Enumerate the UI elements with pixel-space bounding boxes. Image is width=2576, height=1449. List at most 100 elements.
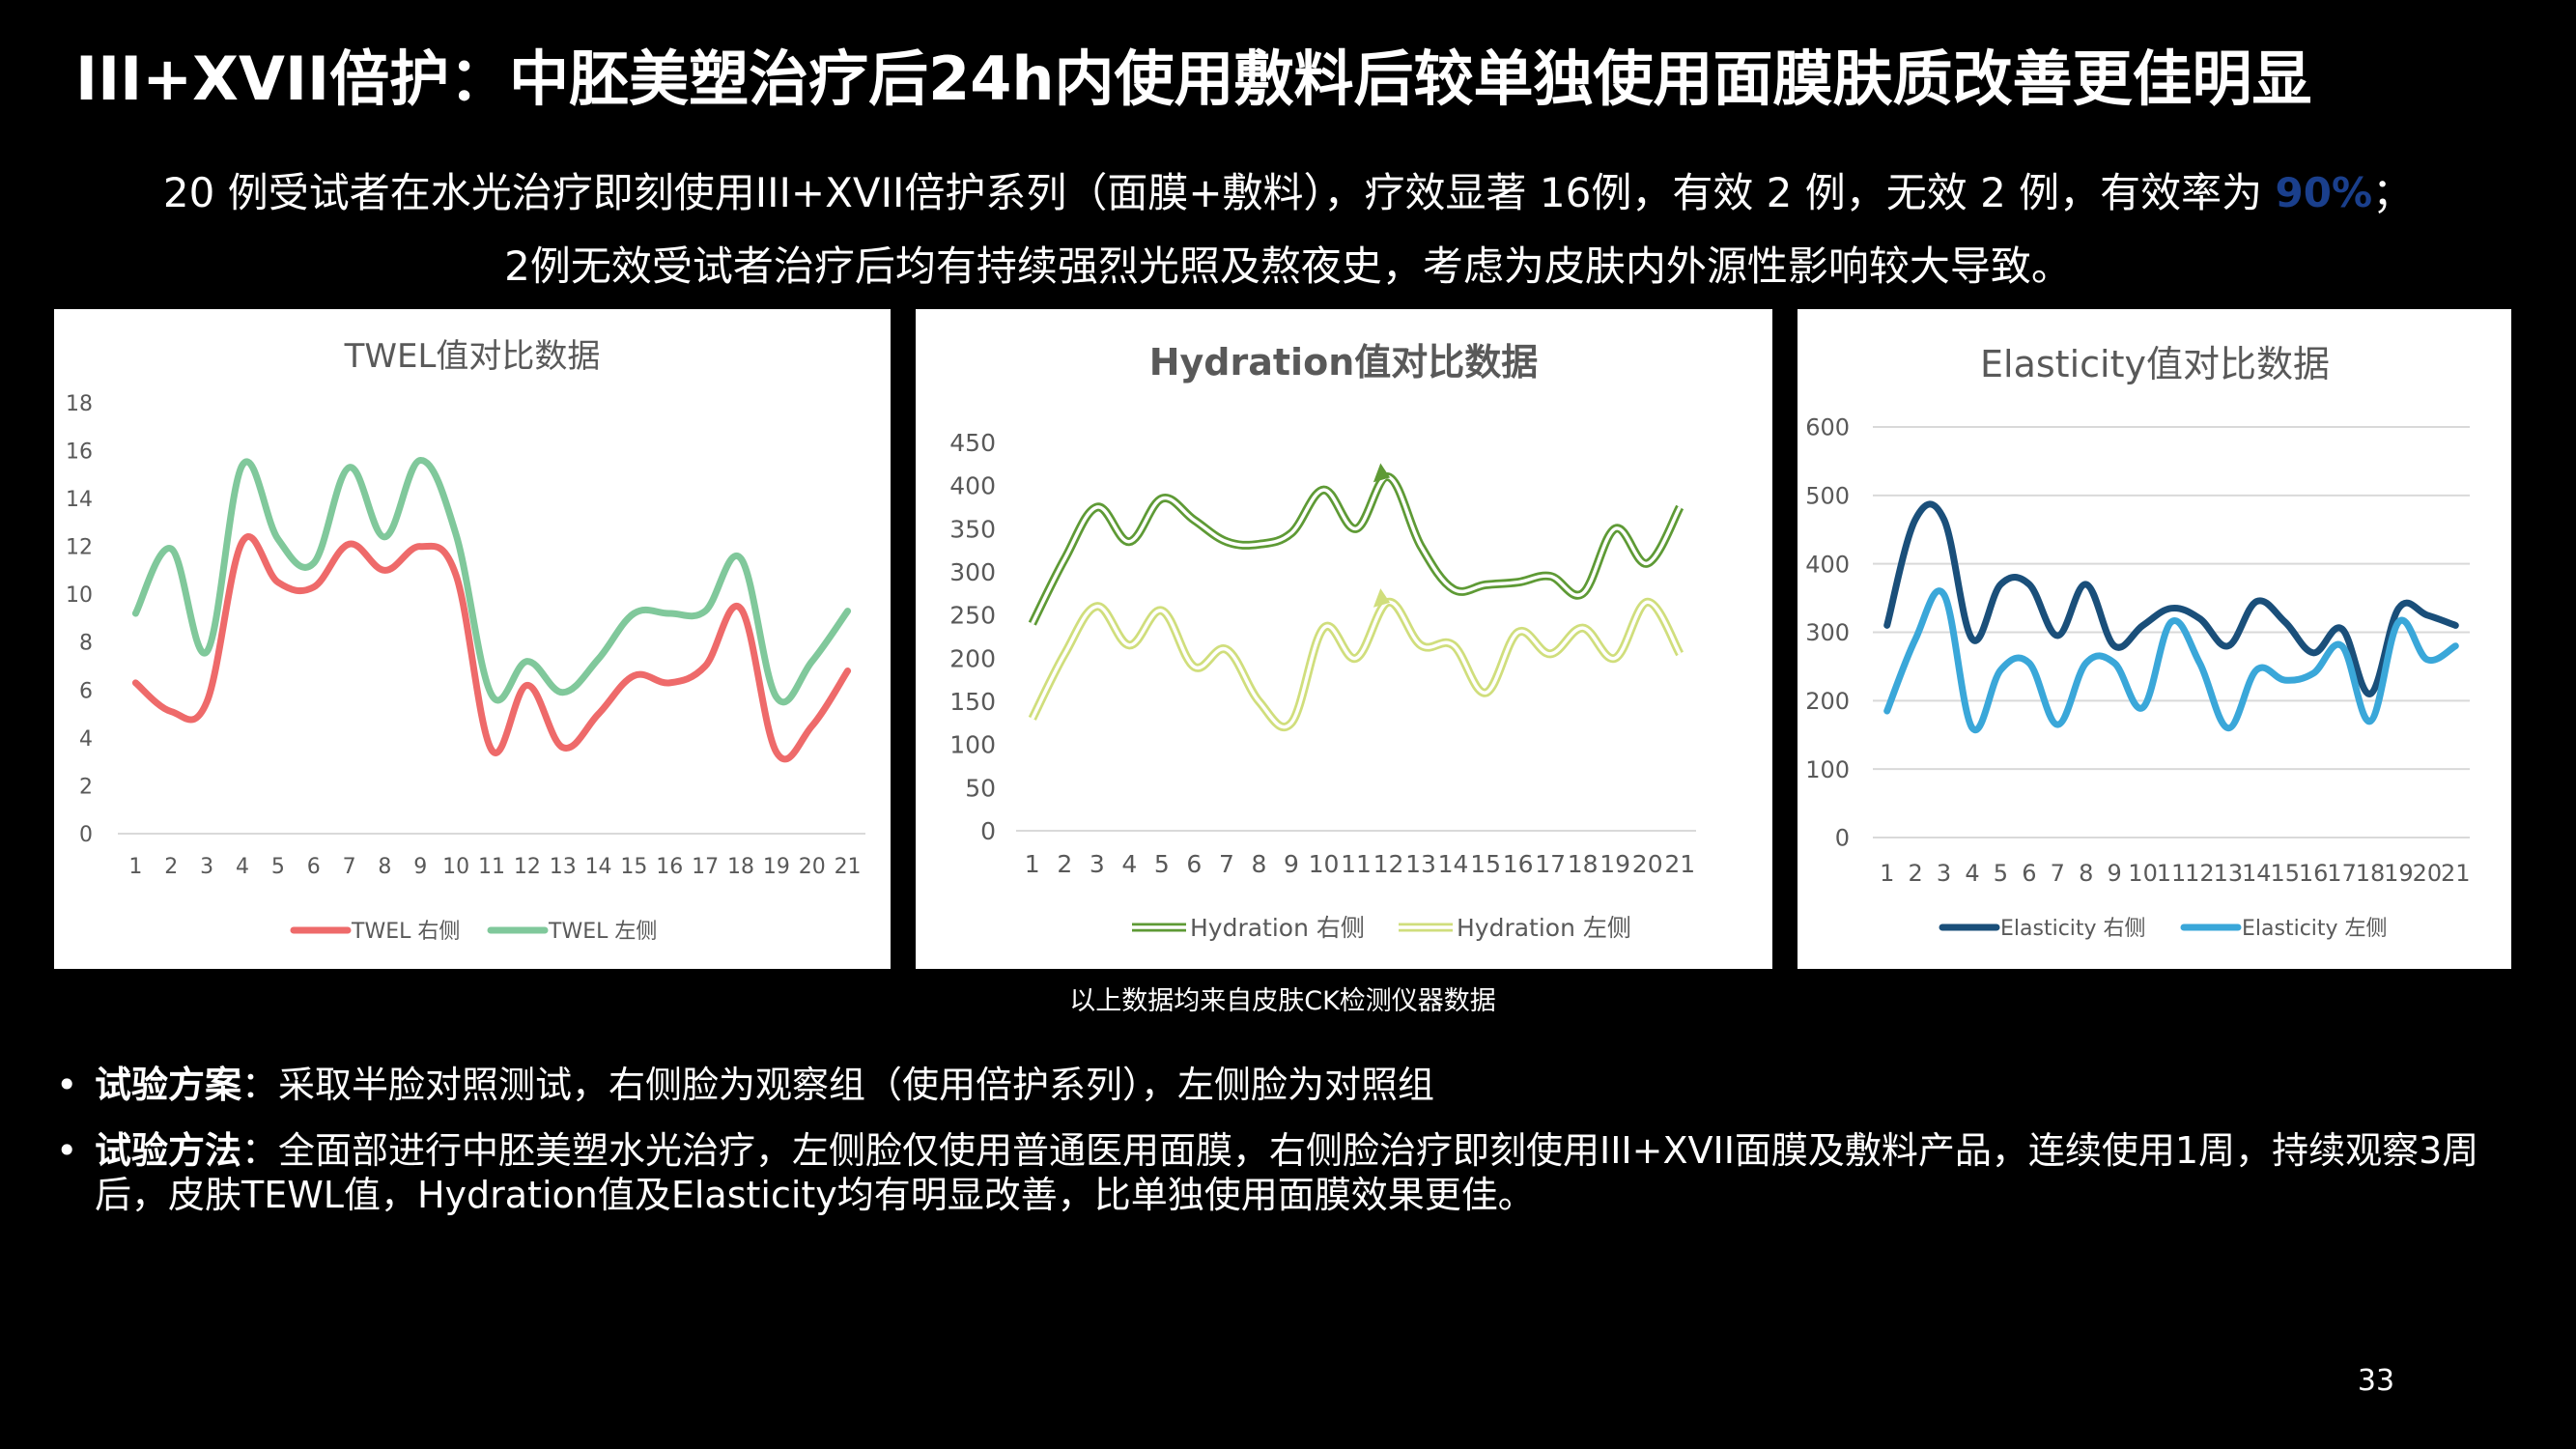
series-line-inner [1031, 474, 1682, 625]
y-tick-label: 100 [949, 731, 996, 759]
y-tick-label: 8 [79, 632, 93, 656]
series-line [1883, 500, 2459, 697]
x-tick-label: 3 [1937, 860, 1951, 887]
x-tick-label: 19 [1599, 850, 1630, 878]
x-tick-label: 2 [1909, 860, 1923, 887]
x-tick-label: 9 [2108, 860, 2122, 887]
x-tick-label: 14 [2242, 860, 2272, 887]
series-line [1883, 587, 2459, 734]
x-tick-label: 9 [1284, 850, 1299, 878]
x-tick-label: 21 [1664, 850, 1695, 878]
x-tick-label: 20 [2413, 860, 2443, 887]
chart-title: Hydration值对比数据 [1149, 341, 1539, 384]
twel-chart-panel: TWEL值对比数据 0 2 4 6 8 10 12 14 16 18 1 2 3 4 5 6 7 8 9 10 11 12 1… [54, 309, 891, 969]
y-tick-label: 50 [965, 774, 996, 802]
series-line [131, 457, 852, 706]
legend-label: Hydration 右侧 [1190, 914, 1365, 942]
x-tick-label: 16 [1503, 850, 1534, 878]
bullet-label: 试验方案 [95, 1064, 242, 1106]
y-tick-label: 2 [79, 775, 93, 799]
intro-text: 20 例受试者在水光治疗即刻使用III+XVII倍护系列（面膜+敷料），疗效显著… [162, 169, 2276, 216]
x-tick-label: 16 [2299, 860, 2329, 887]
x-tick-label: 17 [2327, 860, 2357, 887]
x-tick-label: 7 [2051, 860, 2065, 887]
x-tick-label: 7 [343, 855, 356, 879]
x-tick-label: 14 [1438, 850, 1469, 878]
x-tick-label: 19 [763, 855, 790, 879]
series-line-outer [1028, 472, 1684, 626]
x-tick-label: 12 [2185, 860, 2215, 887]
y-tick-label: 150 [949, 688, 996, 716]
x-tick-label: 4 [1965, 860, 1979, 887]
x-tick-label: 13 [550, 855, 577, 879]
x-tick-label: 19 [2384, 860, 2414, 887]
x-tick-label: 2 [1057, 850, 1072, 878]
legend-label: Hydration 左侧 [1457, 914, 1631, 942]
x-tick-label: 7 [1219, 850, 1234, 878]
y-tick-label: 300 [949, 558, 996, 586]
x-tick-label: 6 [1186, 850, 1202, 878]
y-tick-label: 0 [79, 823, 93, 847]
x-tick-label: 1 [1880, 860, 1894, 887]
bullet-dot: • [56, 1064, 78, 1106]
x-tick-label: 6 [2022, 860, 2036, 887]
intro-text-end: ； [2372, 169, 2414, 216]
bullet-test-method: • 试验方法：全面部进行中胚美塑水光治疗，左侧脸仅使用普通医用面膜，右侧脸治疗即刻… [56, 1128, 2529, 1217]
x-tick-label: 3 [1090, 850, 1105, 878]
series-line [131, 533, 852, 763]
x-tick-label: 1 [1025, 850, 1040, 878]
x-tick-label: 11 [2157, 860, 2187, 887]
y-tick-label: 10 [66, 583, 93, 608]
y-tick-label: 14 [66, 488, 93, 512]
x-tick-label: 5 [1994, 860, 2008, 887]
series-line-inner [1031, 600, 1682, 729]
x-tick-label: 20 [799, 855, 826, 879]
legend-label: Elasticity 左侧 [2242, 917, 2388, 941]
y-tick-label: 6 [79, 679, 93, 703]
slide-title: III+XVII倍护：中胚美塑治疗后24h内使用敷料后较单独使用面膜肤质改善更佳… [75, 43, 2312, 114]
y-tick-label: 400 [1805, 551, 1850, 578]
x-tick-label: 17 [1535, 850, 1566, 878]
x-tick-label: 8 [2079, 860, 2093, 887]
x-tick-label: 8 [378, 855, 391, 879]
series-line-outer [1028, 597, 1684, 731]
y-tick-label: 18 [66, 392, 93, 416]
y-tick-label: 100 [1805, 756, 1850, 783]
y-tick-label: 350 [949, 515, 996, 543]
hydration-chart-panel: Hydration值对比数据 0 50 100 150 200 250 300 350 400 45… [916, 309, 1772, 969]
x-tick-label: 10 [2128, 860, 2158, 887]
y-tick-label: 200 [949, 644, 996, 672]
x-tick-label: 2 [164, 855, 178, 879]
chart-title: TWEL值对比数据 [344, 337, 601, 376]
x-tick-label: 10 [1309, 850, 1340, 878]
x-tick-label: 12 [514, 855, 541, 879]
x-tick-label: 17 [692, 855, 719, 879]
x-tick-label: 5 [1154, 850, 1170, 878]
chart-title: Elasticity值对比数据 [1980, 343, 2330, 385]
y-tick-label: 450 [949, 429, 996, 457]
x-tick-label: 11 [478, 855, 505, 879]
data-source-caption: 以上数据均来自皮肤CK检测仪器数据 [1069, 986, 1496, 1016]
x-tick-label: 20 [1632, 850, 1663, 878]
effective-rate-highlight: 90% [2275, 169, 2373, 216]
x-tick-label: 13 [1405, 850, 1436, 878]
x-tick-label: 18 [1568, 850, 1599, 878]
y-tick-label: 300 [1805, 619, 1850, 646]
legend-label: TWEL 左侧 [548, 920, 657, 944]
x-tick-label: 9 [413, 855, 427, 879]
bullet-test-plan: • 试验方案：采取半脸对照测试，右侧脸为观察组（使用倍护系列），左侧脸为对照组 [56, 1063, 2529, 1107]
x-tick-label: 4 [1121, 850, 1137, 878]
bullet-text: ：采取半脸对照测试，右侧脸为观察组（使用倍护系列），左侧脸为对照组 [241, 1064, 1435, 1106]
y-tick-label: 0 [1835, 825, 1850, 852]
arrow-marker-icon [1373, 588, 1391, 608]
x-tick-label: 6 [307, 855, 321, 879]
legend-label: Elasticity 右侧 [2000, 917, 2146, 941]
x-tick-label: 5 [271, 855, 285, 879]
bullet-text: ：全面部进行中胚美塑水光治疗，左侧脸仅使用普通医用面膜，右侧脸治疗即刻使用III… [95, 1129, 2479, 1216]
x-tick-label: 13 [2214, 860, 2244, 887]
x-tick-label: 16 [656, 855, 683, 879]
x-tick-label: 18 [727, 855, 754, 879]
bullet-list: • 试验方案：采取半脸对照测试，右侧脸为观察组（使用倍护系列），左侧脸为对照组 •… [56, 1063, 2529, 1238]
